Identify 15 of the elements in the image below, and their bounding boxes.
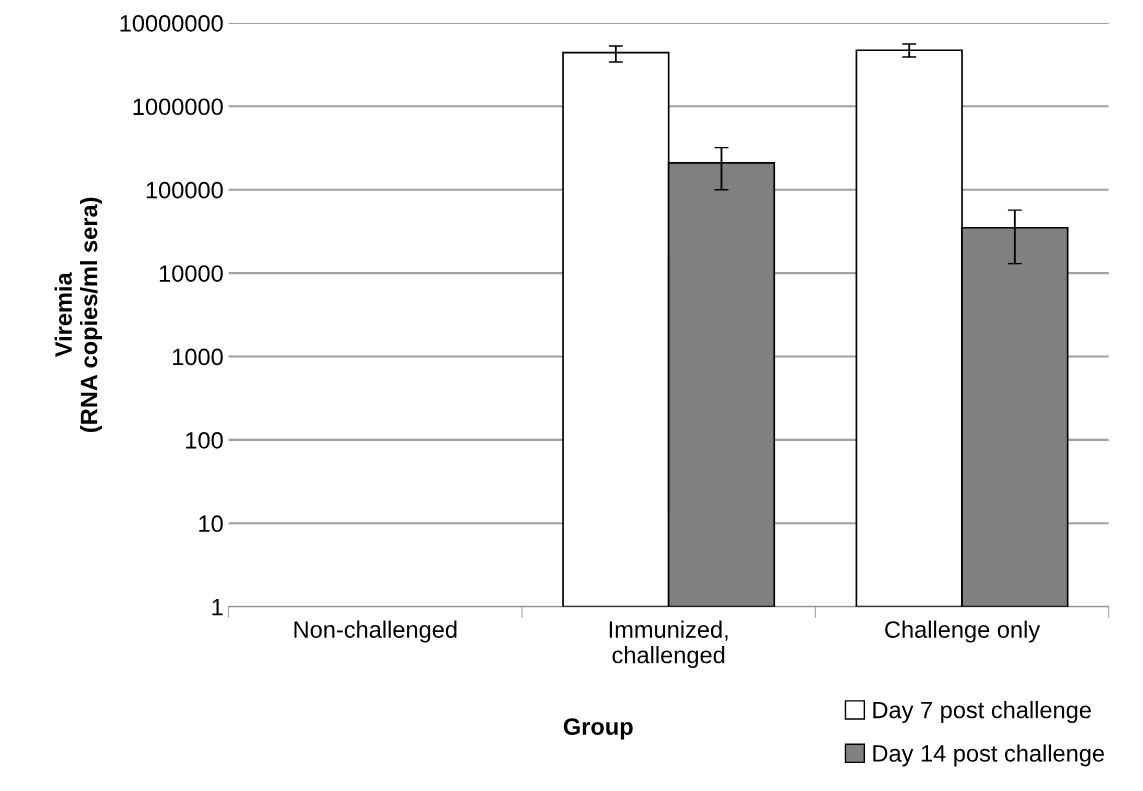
- y-tick-label: 1000000: [133, 98, 223, 116]
- y-axis-title: Viremia (RNA copies/ml sera): [54, 197, 103, 432]
- x-tick-label: Immunized, challenged: [609, 620, 728, 669]
- legend-label: Day 7 post challenge: [873, 701, 1091, 724]
- y-tick-label: 10: [199, 515, 223, 533]
- y-tick-label: 1: [212, 599, 223, 616]
- y-tick-label: 1000: [173, 348, 223, 366]
- legend-label: Day 14 post challenge: [873, 744, 1105, 767]
- x-tick-label: Non-challenged: [294, 620, 457, 643]
- x-axis-title: Group: [563, 718, 633, 740]
- y-tick-label: 10000: [159, 265, 223, 282]
- y-tick-label: 10000000: [120, 15, 223, 32]
- y-tick-label: 100000: [146, 181, 223, 199]
- y-tick-label: 100: [186, 431, 223, 449]
- x-tick-label: Challenge only: [885, 620, 1041, 643]
